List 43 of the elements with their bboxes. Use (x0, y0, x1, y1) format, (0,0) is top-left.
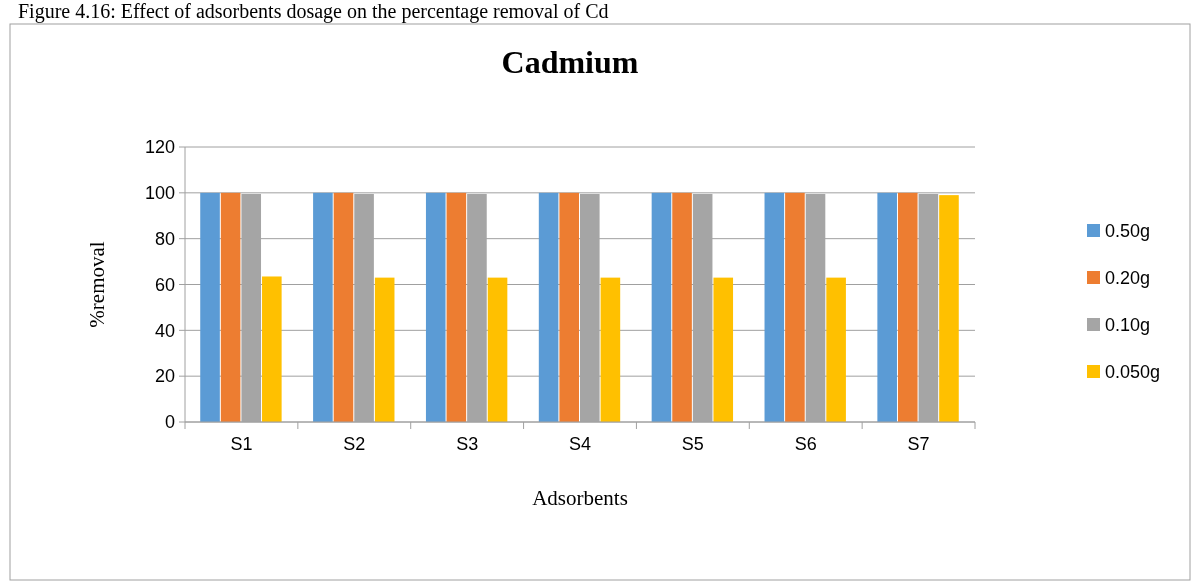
bar (713, 277, 734, 422)
bar (559, 192, 579, 422)
bar (200, 192, 220, 422)
y-tick-label: 60 (154, 274, 175, 295)
y-tick-label: 20 (154, 366, 175, 387)
y-tick-label: 100 (144, 183, 175, 204)
bar (897, 192, 918, 422)
legend-label: 0.10g (1105, 315, 1151, 336)
bar (313, 192, 333, 422)
y-axis-title: %removal (85, 241, 109, 328)
legend-label: 0.20g (1105, 268, 1151, 289)
bar (764, 192, 785, 422)
x-tick-label: S7 (907, 434, 930, 454)
bar (425, 192, 446, 422)
bar (446, 192, 467, 422)
bar (651, 192, 672, 422)
bar (826, 277, 846, 422)
bar (939, 195, 959, 422)
bar (374, 277, 395, 422)
x-tick-label: S2 (343, 434, 366, 454)
bar (538, 192, 559, 422)
bar (262, 276, 282, 422)
y-tick-label: 80 (154, 228, 175, 249)
legend-label: 0.50g (1105, 221, 1151, 242)
x-tick-label: S6 (794, 434, 817, 454)
bar (220, 192, 241, 422)
bar (600, 277, 621, 422)
y-tick-label: 40 (154, 320, 175, 341)
x-tick-label: S1 (230, 434, 253, 454)
legend-label: 0.050g (1105, 362, 1161, 383)
x-tick-label: S3 (456, 434, 479, 454)
y-tick-label: 120 (144, 137, 175, 158)
bar (877, 192, 897, 422)
bar (672, 192, 692, 422)
chart-title: Cadmium (501, 44, 639, 80)
x-tick-label: S4 (568, 434, 592, 454)
x-tick-label: S5 (681, 434, 704, 454)
y-tick-label: 0 (164, 412, 175, 433)
caption: Figure 4.16: Effect of adsorbents dosage on the percentage removal of Cd (18, 0, 609, 23)
x-axis-title: Adsorbents (532, 486, 628, 510)
bar (487, 277, 508, 422)
bar (785, 192, 805, 422)
bar (333, 192, 354, 422)
